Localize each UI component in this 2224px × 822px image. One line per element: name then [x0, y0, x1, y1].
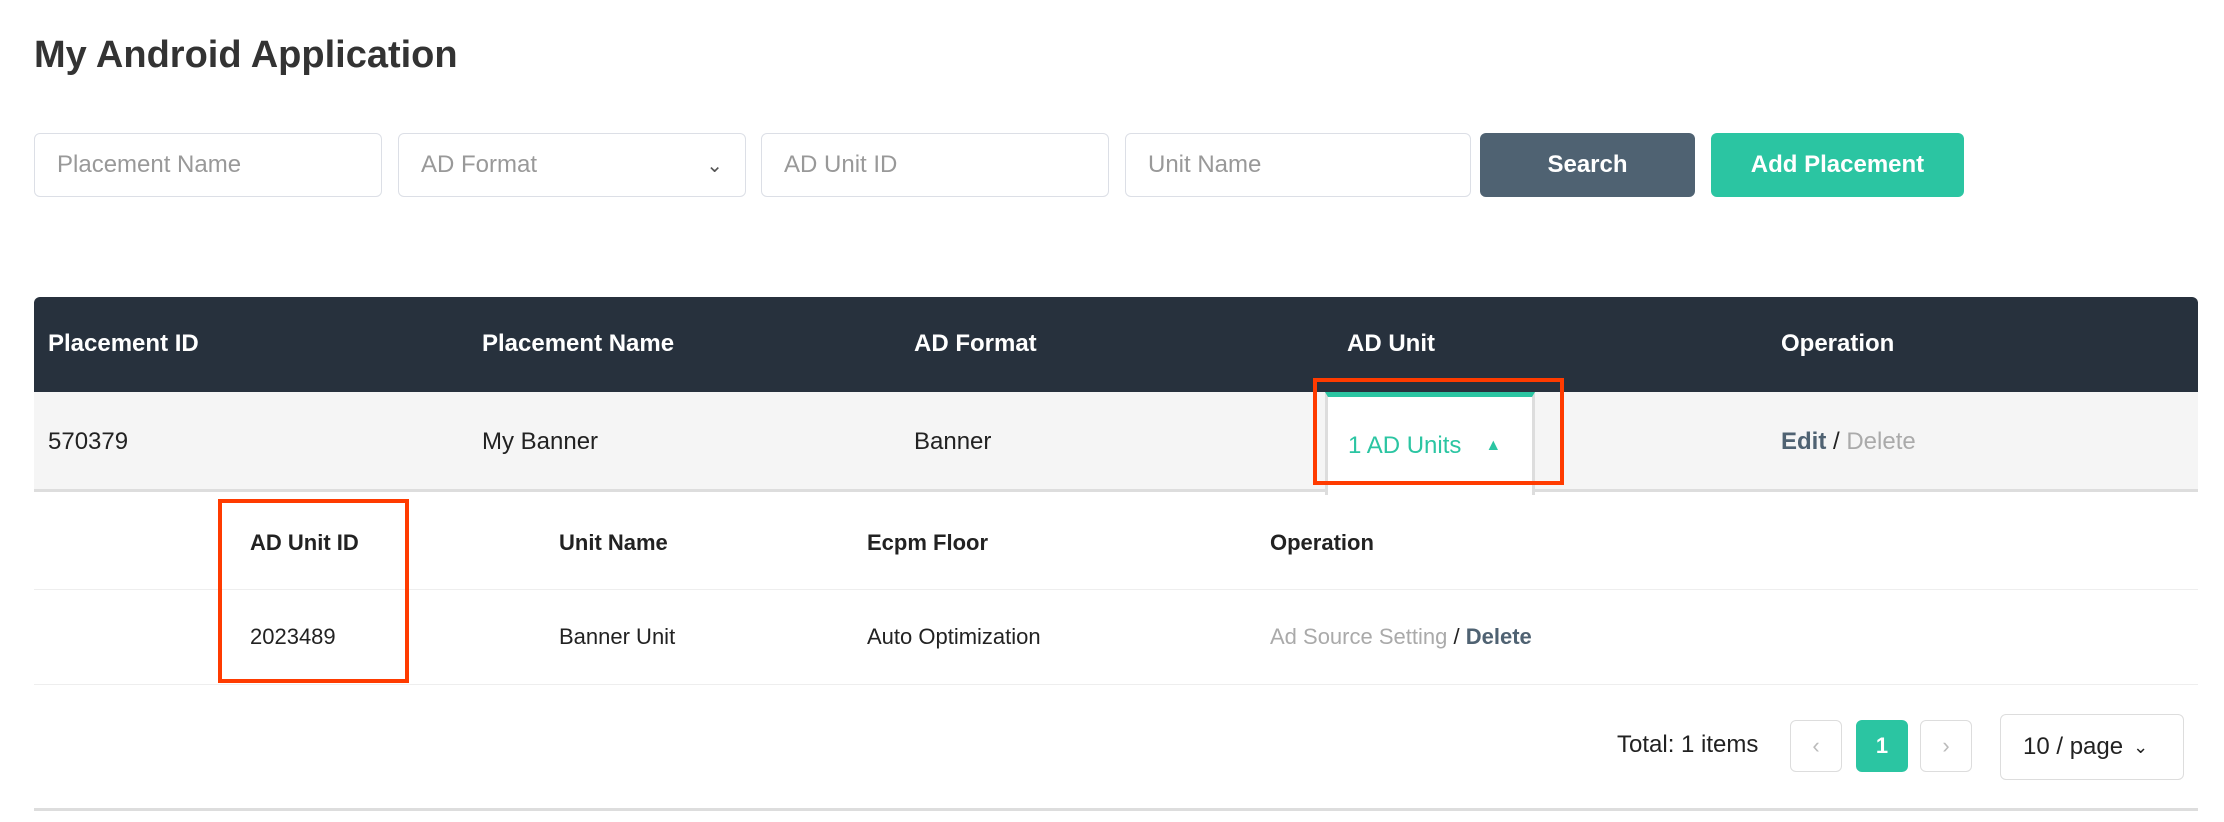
chevron-left-icon: ‹ — [1812, 733, 1820, 758]
separator: / — [1833, 428, 1840, 455]
delete-unit-link[interactable]: Delete — [1465, 624, 1532, 649]
sub-operation-cell: Ad Source Setting / Delete — [1270, 624, 1532, 650]
highlight-box-ad-units — [1313, 378, 1564, 485]
ad-format: Banner — [914, 428, 992, 455]
header-ad-unit: AD Unit — [1347, 330, 1435, 357]
header-placement-name: Placement Name — [482, 330, 675, 357]
ad-unit-id-input[interactable]: AD Unit ID — [761, 133, 1109, 197]
ad-units-count: 1 AD Units — [1348, 432, 1462, 459]
separator: / — [1453, 624, 1460, 649]
edit-link[interactable]: Edit — [1781, 428, 1827, 455]
header-ad-format: AD Format — [914, 330, 1037, 357]
operation-cell: Edit / Delete — [1781, 428, 1916, 456]
sub-header-operation: Operation — [1270, 530, 1374, 555]
sub-header-ad-unit-id: AD Unit ID — [250, 530, 359, 555]
total-items: Total: 1 items — [1617, 731, 1759, 758]
sub-header-unit-name: Unit Name — [559, 530, 668, 555]
unit-name-input[interactable]: Unit Name — [1125, 133, 1471, 197]
divider — [34, 684, 2198, 685]
ecpm-floor: Auto Optimization — [867, 624, 1041, 649]
placement-name: My Banner — [482, 428, 599, 455]
caret-up-icon: ▲ — [1485, 437, 1502, 454]
next-page-button[interactable]: › — [1920, 720, 1972, 772]
page-title: My Android Application — [34, 34, 458, 76]
ad-format-select[interactable]: AD Format ⌄ — [398, 133, 746, 197]
search-button[interactable]: Search — [1480, 133, 1695, 197]
add-placement-button[interactable]: Add Placement — [1711, 133, 1964, 197]
highlight-box-ad-unit-id — [218, 499, 409, 683]
page-size-select[interactable]: 10 / page ⌄ — [2000, 714, 2184, 780]
table-row — [34, 392, 2198, 492]
chevron-right-icon: › — [1942, 733, 1950, 758]
bottom-divider — [34, 808, 2198, 811]
sub-header-ecpm-floor: Ecpm Floor — [867, 530, 989, 555]
ad-source-setting-link[interactable]: Ad Source Setting — [1270, 624, 1448, 649]
page-1-button[interactable]: 1 — [1856, 720, 1908, 772]
header-operation: Operation — [1781, 330, 1895, 357]
unit-name: Banner Unit — [559, 624, 676, 649]
ad-units-toggle[interactable]: 1 AD Units ▲ — [1325, 392, 1535, 495]
placement-id: 570379 — [48, 428, 129, 455]
delete-link[interactable]: Delete — [1846, 428, 1916, 455]
placement-name-input[interactable]: Placement Name — [34, 133, 382, 197]
table-header — [34, 297, 2198, 392]
ad-format-label: AD Format — [421, 151, 538, 178]
header-placement-id: Placement ID — [48, 330, 199, 357]
chevron-down-icon: ⌄ — [706, 154, 723, 177]
ad-unit-id: 2023489 — [250, 624, 336, 649]
chevron-down-icon: ⌄ — [2133, 736, 2149, 757]
page-size-label: 10 / page — [2023, 733, 2124, 760]
prev-page-button[interactable]: ‹ — [1790, 720, 1842, 772]
divider — [34, 589, 2198, 590]
